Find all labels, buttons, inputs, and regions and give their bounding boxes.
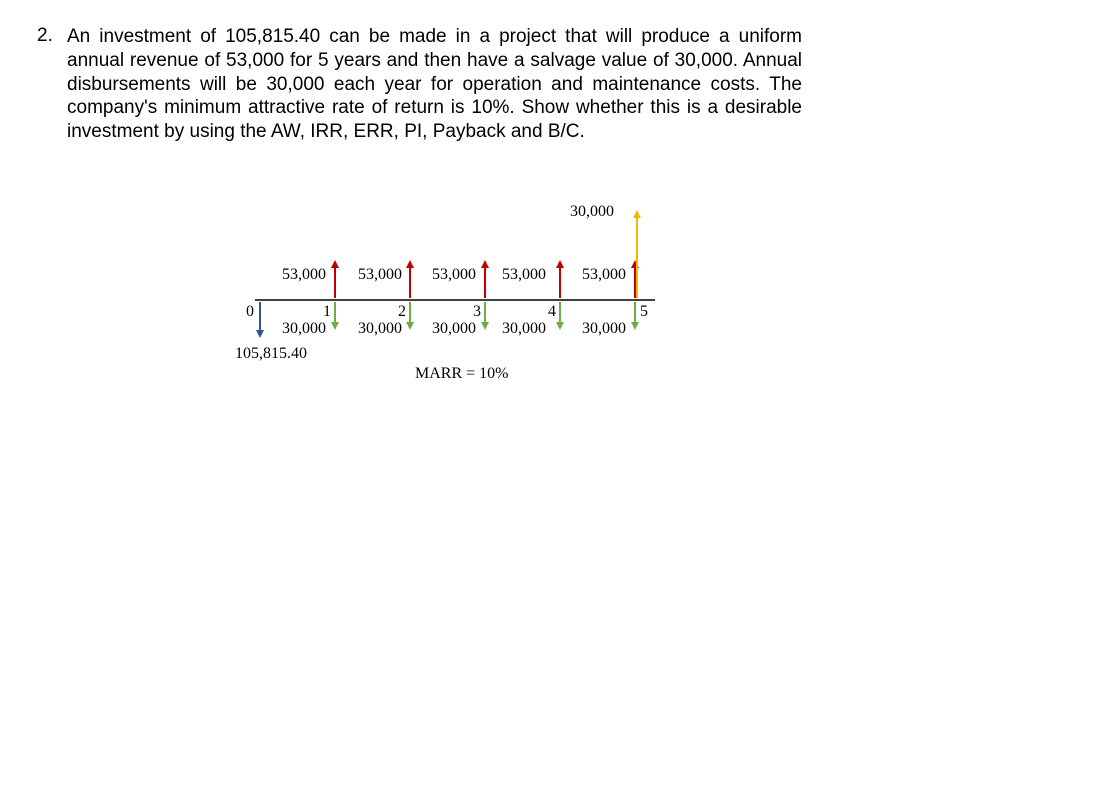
revenue-label: 53,000 <box>432 266 476 284</box>
investment-label: 105,815.40 <box>235 345 307 363</box>
period-label: 1 <box>323 303 331 321</box>
problem-text: An investment of 105,815.40 can be made … <box>67 25 802 144</box>
disbursement-label: 30,000 <box>432 320 476 338</box>
disbursement-label: 30,000 <box>282 320 326 338</box>
salvage-label: 30,000 <box>570 203 614 221</box>
disbursement-label: 30,000 <box>358 320 402 338</box>
disbursement-label: 30,000 <box>582 320 626 338</box>
marr-label: MARR = 10% <box>415 365 508 383</box>
revenue-label: 53,000 <box>358 266 402 284</box>
period-label: 5 <box>640 303 648 321</box>
period-label: 2 <box>398 303 406 321</box>
period-label: 3 <box>473 303 481 321</box>
period-label: 4 <box>548 303 556 321</box>
revenue-label: 53,000 <box>582 266 626 284</box>
revenue-label: 53,000 <box>282 266 326 284</box>
revenue-label: 53,000 <box>502 266 546 284</box>
period-label: 0 <box>246 303 254 321</box>
cashflow-diagram: 30,000 53,000 53,000 53,000 53,000 53,00… <box>240 200 720 400</box>
disbursement-label: 30,000 <box>502 320 546 338</box>
problem-number: 2. <box>37 25 53 47</box>
